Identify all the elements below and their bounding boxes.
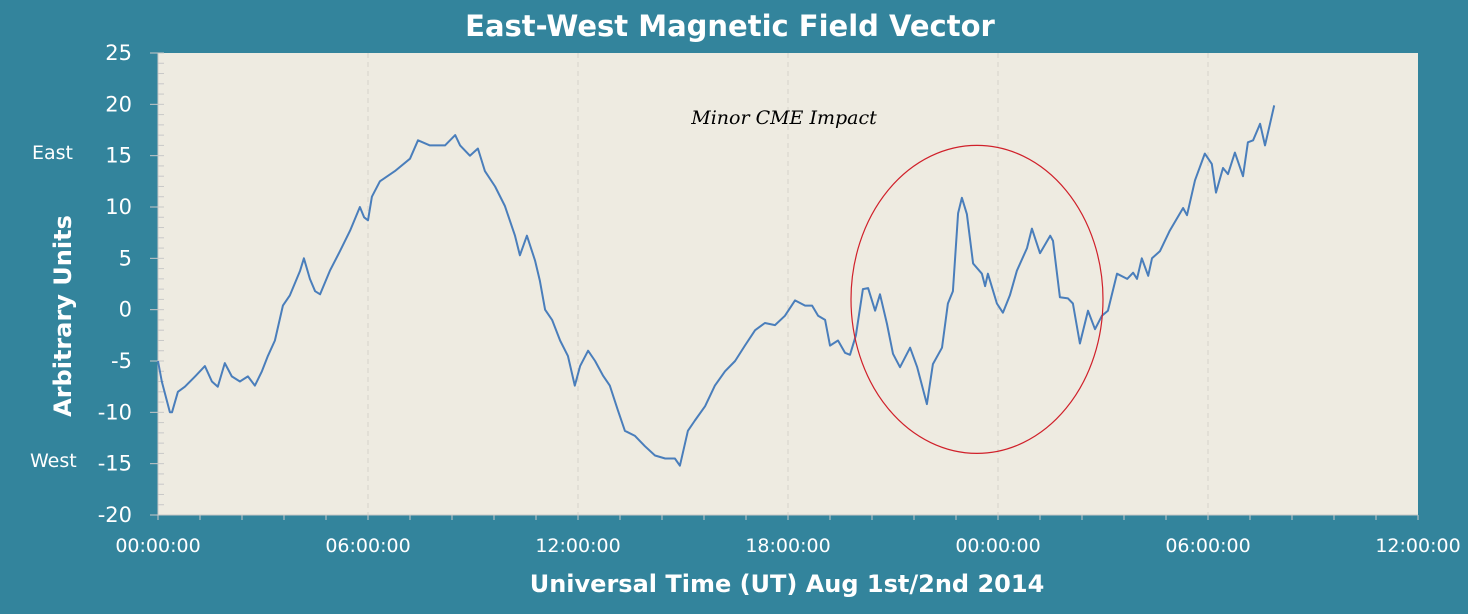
y-tick-label: -10 [98,400,132,424]
gridlines [367,53,1209,515]
east-label: East [32,142,73,164]
y-axis: 25 20 15 10 5 0 -5 -10 -15 -20 [98,41,164,527]
y-tick-label: 25 [105,41,132,65]
y-tick-label: -15 [98,452,132,476]
x-tick-label: 00:00:00 [115,535,200,557]
x-tick-label: 06:00:00 [1165,535,1250,557]
y-tick-label: 0 [119,298,132,322]
y-tick-label: 5 [119,246,132,270]
x-axis-title: Universal Time (UT) Aug 1st/2nd 2014 [530,570,1045,598]
y-tick-label: 15 [105,144,132,168]
x-axis: 00:00:00 06:00:00 12:00:00 18:00:00 00:00:00… [115,514,1461,557]
annotation-text: Minor CME Impact [690,107,877,129]
y-axis-title: Arbitrary Units [49,215,77,417]
x-tick-label: 12:00:00 [535,535,620,557]
y-tick-label: 10 [105,195,132,219]
x-tick-label: 18:00:00 [745,535,830,557]
x-tick-label: 00:00:00 [955,535,1040,557]
y-tick-label: 20 [105,92,132,116]
y-tick-label: -5 [111,349,132,373]
y-tick-label: -20 [98,503,132,527]
x-tick-label: 12:00:00 [1375,535,1460,557]
chart-title: East-West Magnetic Field Vector [465,9,995,43]
west-label: West [30,450,77,472]
cme-highlight-ellipse [850,144,1104,454]
series-line-east-west [157,105,1276,467]
x-tick-label: 06:00:00 [325,535,410,557]
